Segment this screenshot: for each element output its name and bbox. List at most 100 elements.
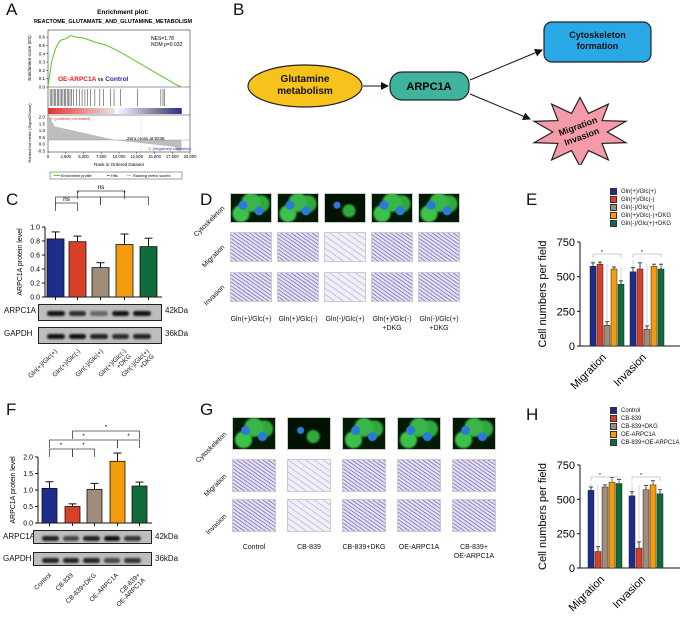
gsea-comparison: OE-ARPC1A vs Control (58, 76, 129, 83)
es-tick-label: 0.0 (39, 85, 46, 90)
panel-label-g: G (200, 400, 214, 419)
panel-label-a: A (6, 0, 18, 19)
heatmap-cell (108, 108, 112, 114)
significance-bracket (632, 253, 662, 258)
significance-label: * (640, 473, 642, 479)
heatmap-cell (81, 108, 86, 114)
blot-label-gapdh: GAPDH (3, 554, 32, 563)
bar-1-2 (642, 489, 650, 569)
es-tick-label: 0.6 (39, 35, 46, 40)
legend-swatch (610, 196, 617, 204)
bar-3 (109, 460, 126, 524)
micrograph-cytoskeleton (277, 193, 319, 223)
hub-label: ARPC1A (406, 81, 451, 93)
protein-band (42, 535, 59, 541)
legend-item: CB-839+DKG (610, 423, 680, 431)
bar-0-4 (617, 284, 625, 347)
bar-0-0 (587, 490, 595, 569)
significance-bracket (55, 202, 78, 211)
bar-1-3 (649, 484, 657, 569)
es-tick-label: 0.4 (39, 51, 46, 56)
legend-swatch (610, 423, 617, 431)
y-tick-label: 250 (557, 306, 575, 318)
bar-1-0 (628, 495, 636, 569)
gsea-subtitle: REACTOME_GLUTAMATE_AND_GLUTAMINE_METABOL… (34, 19, 192, 25)
protein-band (90, 334, 108, 339)
heatmap-cell (151, 108, 156, 114)
legend-label: Gln(-)/Glc(+) (621, 205, 655, 212)
y-tick-label: 0.5 (23, 504, 33, 511)
rank-tick-label: 0.5 (39, 135, 46, 140)
bar-0-3 (610, 268, 618, 347)
category-label: Invasion (612, 352, 649, 389)
category-label: Migration (569, 352, 609, 392)
rank-tick-label: 1.0 (39, 128, 46, 133)
column-label: Control (242, 544, 266, 551)
es-tick-label: 0.5 (39, 43, 46, 48)
protein-band (42, 557, 59, 563)
heatmap-cell (141, 108, 146, 114)
micrograph-invasion (418, 272, 460, 302)
x-tick-label: 2,500 (61, 154, 72, 159)
column-label: Gln(+)/Glc(-) (278, 316, 318, 323)
gsea-pval: NOM p=0.032 (151, 42, 182, 48)
molecular-weight-label: 36kDa (155, 554, 179, 563)
significance-label: ns (63, 196, 71, 203)
legend-hits: Hits (111, 174, 118, 178)
micrograph-cytoskeleton (230, 193, 272, 223)
arpc1a-node (389, 71, 470, 101)
significance-label: * (82, 433, 85, 440)
bar-2 (91, 267, 110, 298)
y-tick-label: 750 (557, 460, 575, 472)
legend-ranking: Ranking metric scores (133, 174, 171, 178)
legend-label: CB-839 (621, 416, 642, 423)
micrograph-migration (230, 232, 272, 262)
arrow-hub-migration (469, 93, 531, 120)
micrograph-migration (342, 459, 386, 492)
heatmap-cell (74, 108, 79, 114)
column-label: Gln(-)/Glc(+) +DKG (419, 316, 459, 332)
y-tick-label: 750 (557, 237, 575, 249)
heatmap-cell (111, 108, 116, 114)
es-tick-label: 0.2 (39, 68, 46, 73)
es-tick-label: 0.1 (39, 76, 46, 81)
target1-label: Cytoskeleton formation (569, 30, 626, 51)
blot-strip-arpc1a (38, 304, 162, 321)
legend-label: Gln(+)/Glc(-)+DKG (621, 213, 672, 220)
source-label: Glutamine metabolism (277, 74, 333, 97)
column-label: CB-839+DKG (342, 544, 386, 551)
heatmap-cell (104, 108, 109, 114)
blot-strip-arpc1a (33, 530, 152, 544)
category-label: Migration (567, 574, 607, 612)
micrograph-cytoskeleton (418, 193, 460, 223)
protein-band (90, 311, 108, 316)
legend-item: Gln(+)/Glc(-) (610, 196, 671, 204)
bar-1-1 (635, 547, 643, 569)
significance-bracket (72, 430, 140, 439)
protein-band (62, 535, 80, 541)
legend-item: Gln(+)/Glc(-)+DKG (610, 212, 671, 220)
legend-enrichment: Enrichment profile (61, 174, 92, 178)
significance-label: * (82, 442, 85, 449)
cytoskeleton-node (543, 21, 652, 63)
y-axis-label: ARPC1A protein level (17, 228, 24, 296)
arrow-hub-cytoskeleton (469, 49, 543, 81)
micrograph-migration (452, 459, 496, 492)
gsea-enrichment-plot: Enrichment plot: REACTOME_GLUTAMATE_AND_… (27, 9, 197, 180)
bar-1 (64, 506, 81, 524)
significance-label: * (60, 442, 63, 449)
bar-4 (139, 246, 158, 298)
heatmap-cell (164, 108, 169, 114)
micrograph-invasion (230, 272, 272, 302)
significance-label: ns (98, 184, 106, 191)
heatmap-cell (131, 108, 136, 114)
heatmap-cell (98, 108, 102, 114)
enrichment-profile-line (47, 34, 182, 88)
x-tick-label: 7,500 (96, 154, 107, 159)
micrograph-cytoskeleton (324, 193, 366, 223)
y-axis-label: ARPC1A protein level (10, 456, 17, 524)
bar-0-0 (589, 266, 597, 347)
bar-0-4 (615, 483, 623, 569)
significance-label: * (127, 433, 130, 440)
heatmap-cell (118, 108, 122, 114)
